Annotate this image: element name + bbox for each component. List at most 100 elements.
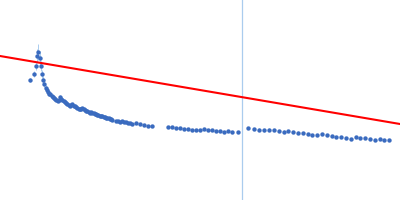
Point [98, 114, 104, 117]
Point [324, 134, 330, 137]
Point [50, 95, 56, 99]
Point [63, 102, 69, 105]
Point [92, 112, 98, 115]
Point [35, 50, 42, 54]
Point [177, 126, 183, 130]
Point [39, 72, 45, 76]
Point [56, 98, 62, 102]
Point [266, 128, 272, 131]
Point [117, 120, 123, 123]
Point [381, 138, 388, 141]
Point [256, 128, 262, 131]
Point [104, 116, 110, 120]
Point [251, 127, 257, 131]
Point [76, 107, 82, 110]
Point [100, 115, 107, 118]
Point [106, 117, 112, 120]
Point [60, 100, 67, 103]
Point [47, 92, 54, 96]
Point [59, 99, 66, 102]
Point [209, 129, 215, 132]
Point [66, 103, 72, 107]
Point [197, 129, 203, 132]
Point [362, 137, 368, 140]
Point [119, 119, 125, 123]
Point [129, 122, 135, 126]
Point [205, 128, 211, 131]
Point [145, 124, 151, 127]
Point [113, 119, 119, 122]
Point [77, 108, 83, 111]
Point [31, 72, 37, 76]
Point [45, 90, 51, 94]
Point [338, 136, 344, 139]
Point [127, 122, 133, 125]
Point [44, 88, 50, 92]
Point [80, 107, 87, 111]
Point [40, 78, 46, 82]
Point [64, 103, 70, 106]
Point [280, 130, 287, 133]
Point [386, 139, 392, 142]
Point [83, 109, 89, 112]
Point [62, 101, 68, 104]
Point [213, 129, 219, 132]
Point [72, 105, 78, 108]
Point [27, 78, 33, 82]
Point [115, 119, 121, 123]
Point [97, 114, 103, 118]
Point [314, 134, 320, 137]
Point [217, 130, 223, 133]
Point [300, 132, 306, 135]
Point [328, 134, 335, 138]
Point [107, 117, 113, 120]
Point [36, 56, 43, 60]
Point [125, 121, 131, 124]
Point [109, 118, 116, 122]
Point [276, 129, 282, 132]
Point [123, 121, 129, 124]
Point [89, 111, 96, 114]
Point [343, 136, 349, 140]
Point [285, 129, 292, 133]
Point [69, 103, 76, 106]
Point [67, 104, 73, 107]
Point [245, 126, 251, 130]
Point [51, 96, 57, 100]
Point [68, 103, 74, 107]
Point [99, 114, 106, 118]
Point [121, 120, 127, 123]
Point [73, 106, 79, 109]
Point [348, 137, 354, 140]
Point [52, 97, 58, 101]
Point [319, 133, 325, 136]
Point [225, 129, 231, 133]
Point [193, 128, 199, 132]
Point [82, 108, 88, 112]
Point [295, 131, 301, 134]
Point [33, 64, 39, 68]
Point [173, 126, 179, 129]
Point [78, 107, 84, 111]
Point [221, 130, 227, 134]
Point [372, 138, 378, 141]
Point [41, 82, 48, 86]
Point [95, 114, 102, 117]
Point [181, 127, 187, 130]
Point [261, 129, 267, 132]
Point [53, 98, 60, 102]
Point [185, 127, 191, 131]
Point [87, 111, 93, 114]
Point [141, 123, 147, 126]
Point [42, 86, 49, 90]
Point [229, 130, 235, 133]
Point [57, 95, 63, 99]
Point [94, 113, 100, 116]
Point [357, 136, 364, 139]
Point [58, 97, 64, 101]
Point [290, 130, 296, 134]
Point [270, 129, 277, 132]
Point [137, 122, 143, 126]
Point [90, 112, 97, 115]
Point [367, 138, 373, 141]
